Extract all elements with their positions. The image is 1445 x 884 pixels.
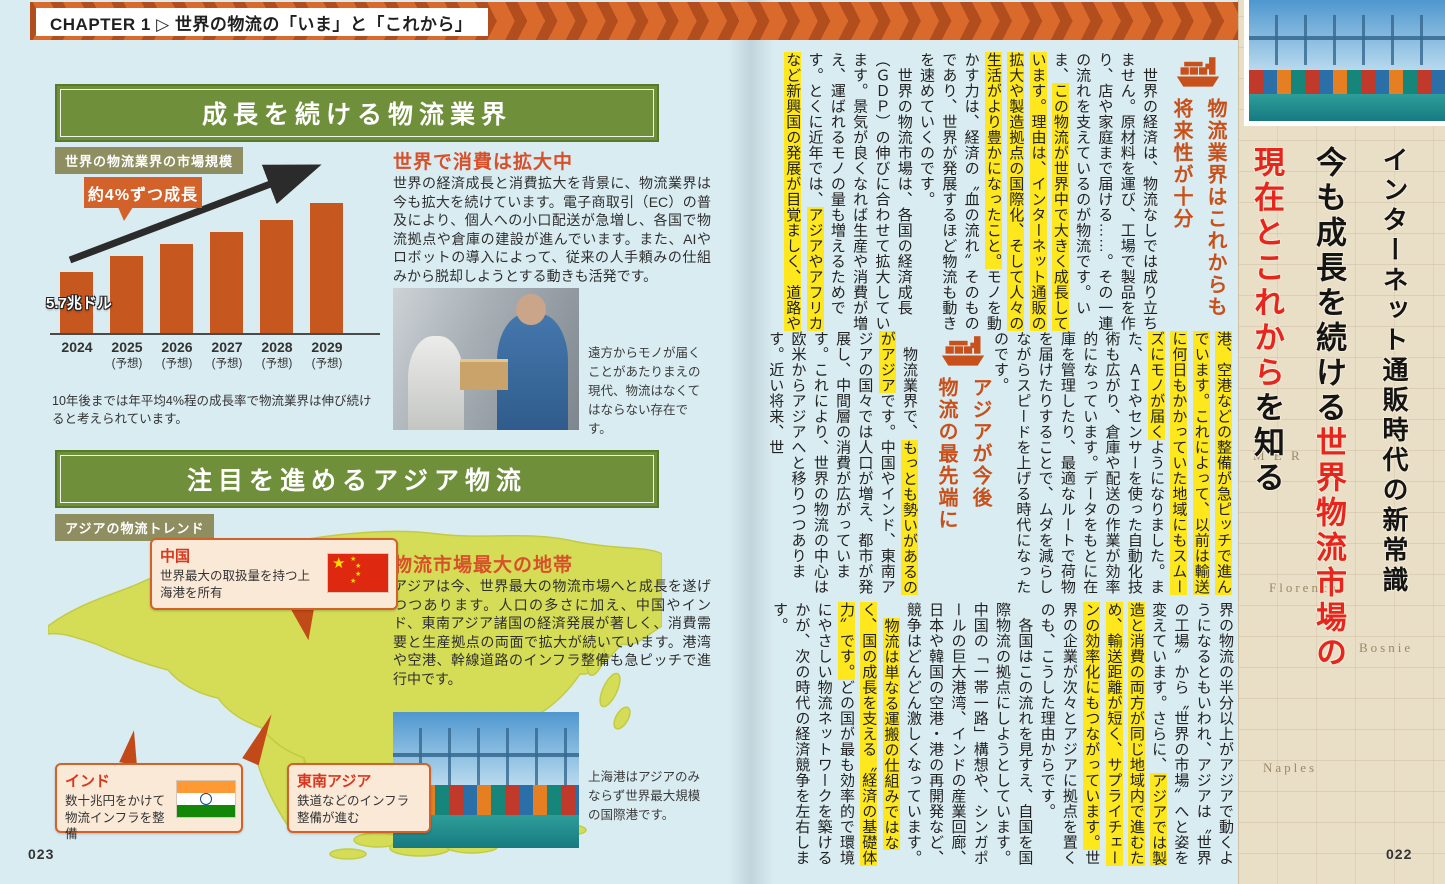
section-title-growth-text: 成長を続ける物流業界 (201, 101, 512, 129)
callout-india: インド 数十兆円をかけて物流インフラを整備 (55, 763, 243, 841)
bar-2028 (260, 220, 293, 333)
callout-india-title: インド (65, 773, 111, 790)
bar-x-label: 2025 (予想) (111, 339, 143, 370)
callout-china-desc: 世界最大の取扱量を持つ上海港を所有 (160, 569, 311, 600)
main-title-line-1: インターネット通販時代の新常識 (1379, 146, 1409, 596)
bar-x-label: 2027 (予想) (211, 339, 243, 370)
old-map-background: M E R Florence Bosnie Naples (1238, 0, 1445, 884)
india-flag-chakra (200, 793, 212, 805)
india-flag-icon (177, 781, 235, 817)
subheading-consumption: 世界で消費は拡大中 (393, 152, 574, 173)
callout-sea: 東南アジア 鉄道などのインフラ整備が進む (287, 763, 431, 833)
map-background-label: M E R (1253, 448, 1303, 463)
chapter-label: CHAPTER 1 ▷ 世界の物流の「いま」と「これから」 (36, 8, 488, 36)
bar-2026 (160, 244, 193, 333)
vsection-heading-2: アジアが今後 物流の最先端に (924, 331, 1002, 603)
bar-chart (50, 160, 380, 335)
growth-annotation-badge: 約4%ずつ成長 (84, 177, 202, 221)
photo-figure-head (515, 293, 546, 325)
vsection-heading-1-text: 物流業界はこれからも 将来性が十分 (1170, 98, 1226, 318)
bar-chart-x-labels: 2024 2025 (予想) 2026 (予想) 2027 (予想) 2028 (予想) 2029… (50, 339, 380, 381)
body-asia-market: アジアは今、世界最大の物流市場へと成長を遂げつつあります。人口の多さに加え、中国… (393, 578, 711, 687)
section-title-asia: 注目を進めるアジア物流 (55, 450, 659, 508)
ship-icon (1176, 57, 1220, 87)
photo-parcel-handoff (393, 288, 579, 430)
section-title-asia-text: 注目を進めるアジア物流 (186, 467, 527, 495)
growth-trend-arrow-icon (68, 164, 322, 264)
bar-2024 (60, 272, 93, 333)
page-gutter-shadow (728, 0, 774, 884)
main-title-line-2: 今も成長を続ける世界物流市場の (1311, 146, 1346, 671)
caption-shanghai: 上海港はアジアのみならず世界最大規模の国際港です。 (588, 770, 701, 822)
bar-2025 (110, 256, 143, 333)
subheading-asia-market: 物流市場最大の地帯 (393, 555, 574, 576)
caption-parcel: 遠方からモノが届くことがあたりまえの現代、物流はなくてはならない存在です。 (588, 346, 701, 436)
vbody-band2b: 物流業界で、もっとも勢いがあるのがアジアです。中国やインド、東南アジアの国々では… (767, 331, 918, 595)
page-number-left: 023 (28, 846, 55, 862)
vbody-band3: 界の物流の半分以上がアジアで動くようになるともいわれ、アジアは〝世界の工場〟から… (771, 602, 1234, 866)
callout-sea-title: 東南アジア (297, 773, 372, 790)
page-number-right: 022 (1386, 846, 1413, 862)
callout-china: 中国 世界最大の取扱量を持つ上海港を所有 ★ ★ ★ ★ ★ (150, 538, 398, 610)
china-flag-star: ★ (332, 555, 346, 572)
bar-x-label: 2026 (予想) (161, 339, 193, 370)
photo-figure-customer (407, 336, 464, 430)
chart-title-label: 世界の物流業界の市場規模 (55, 147, 244, 174)
map-background-label: Naples (1263, 760, 1318, 775)
vsection-heading-1: 物流業界はこれからも 将来性が十分 (1162, 52, 1234, 337)
map-background-label: Florence (1269, 580, 1339, 595)
map-background-label: Bosnie (1359, 640, 1414, 655)
bar-value-label: 5.7兆ドル (46, 295, 112, 312)
callout-sea-desc: 鉄道などのインフラ整備が進む (297, 794, 410, 825)
body-consumption: 世界の経済成長と消費拡大を背景に、物流業界は今も拡大を続けています。電子商取引（… (393, 175, 711, 284)
callout-china-title: 中国 (160, 548, 191, 565)
chart-note: 10年後までは年平均4%程の成長率で物流業界は伸び続けると考えられています。 (52, 394, 372, 426)
vbody-band2a: 港、空港などの整備が急ピッチで進んでいます。これによって、以前は輸送に何日もかか… (992, 331, 1232, 595)
bar-2027 (210, 232, 243, 333)
callout-india-desc: 数十兆円をかけて物流インフラを整備 (65, 794, 166, 841)
photo-container-port-top (1244, 0, 1445, 126)
vbody-band1: 世界の経済は、物流なしでは成り立ちません。原材料を運び、工場で製品を作り、店や家… (784, 52, 1158, 331)
photo-parcel-box (459, 358, 509, 391)
map-label: アジアの物流トレンド (55, 514, 215, 541)
bar-x-label: 2024 (61, 339, 93, 355)
photo-figure-courier (497, 313, 568, 430)
bar-x-label: 2028 (予想) (261, 339, 293, 370)
china-flag-icon: ★ ★ ★ ★ ★ (328, 554, 388, 592)
bar-2029 (310, 203, 343, 333)
vsection-heading-2-text: アジアが今後 物流の最先端に (935, 377, 991, 531)
main-title-line-3: 現在とこれからを知る (1249, 146, 1284, 496)
section-title-growth: 成長を続ける物流業界 (55, 84, 659, 142)
ship-icon (941, 336, 985, 366)
bar-x-label: 2029 (予想) (311, 339, 343, 370)
